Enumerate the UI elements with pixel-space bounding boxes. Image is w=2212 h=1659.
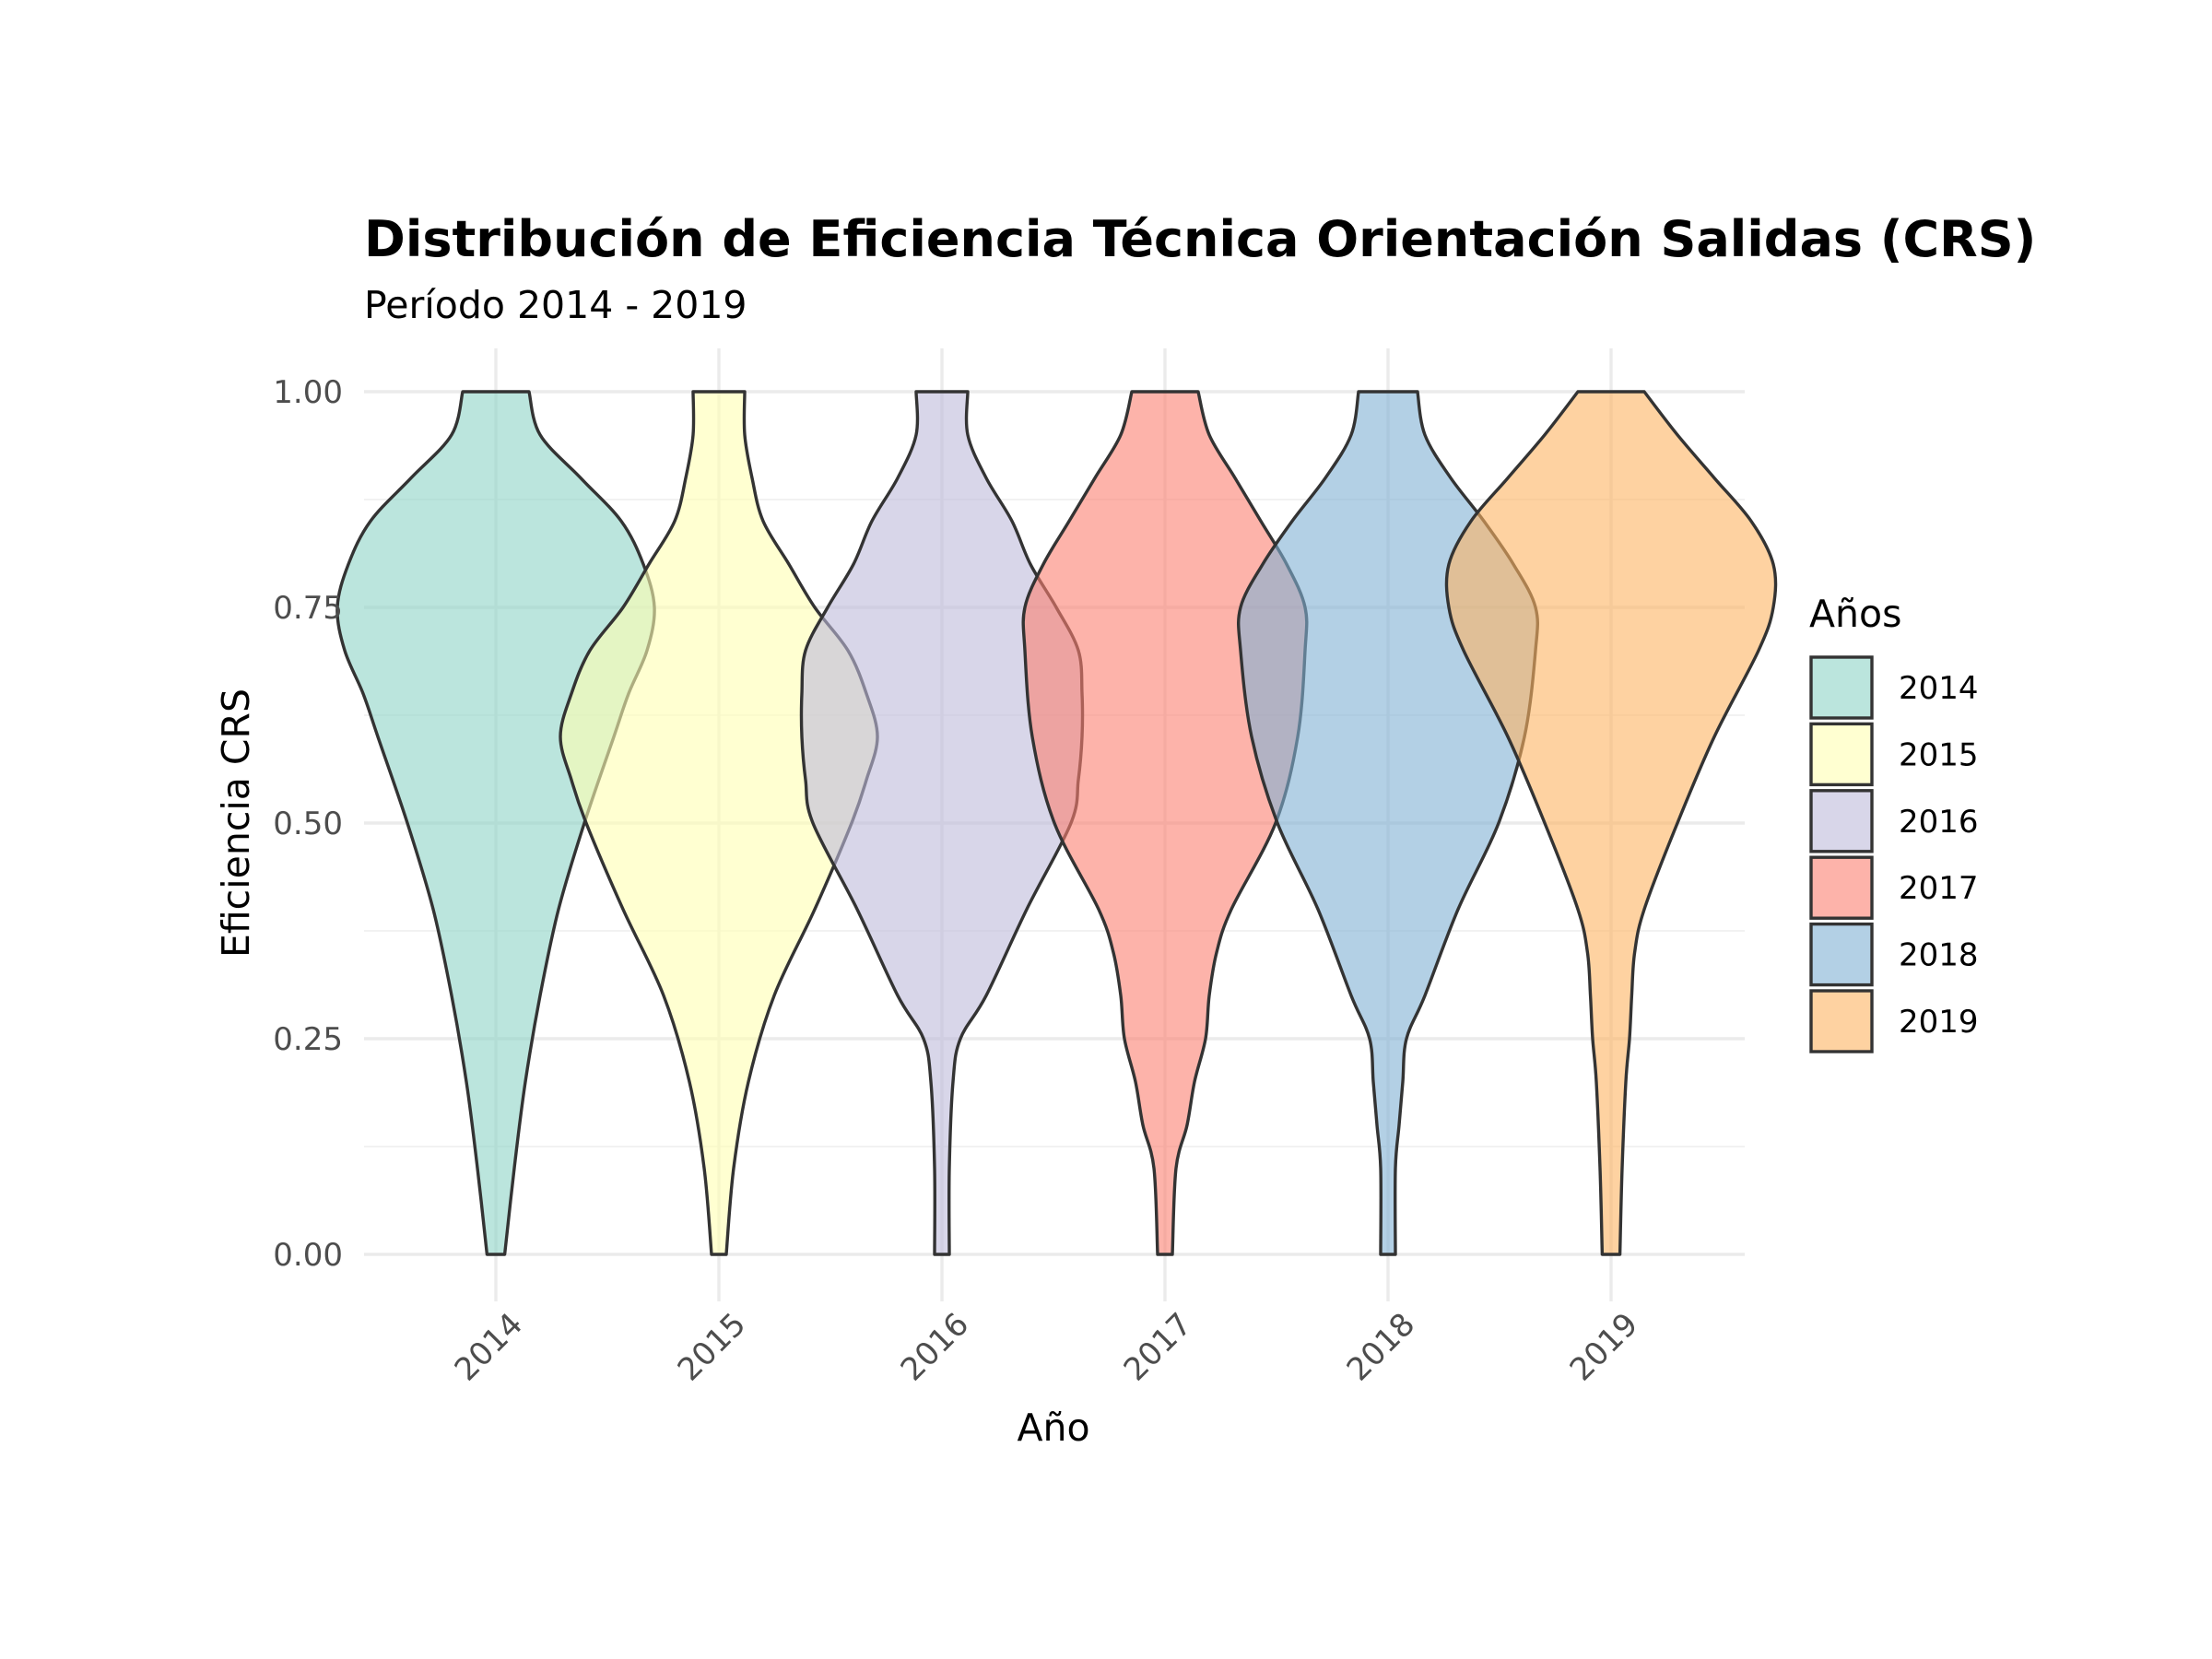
x-tick-label: 2015 [671, 1306, 753, 1388]
x-tick-label: 2017 [1117, 1306, 1199, 1388]
legend-label: 2016 [1899, 804, 1979, 841]
y-axis-title: Eficiencia CRS [214, 688, 258, 958]
x-tick-label: 2018 [1340, 1306, 1422, 1388]
violin-2015 [559, 390, 879, 1256]
legend-key-2015 [1809, 722, 1874, 787]
legend-label: 2019 [1899, 1004, 1979, 1041]
y-tick-label: 0.75 [273, 590, 343, 627]
legend-label: 2014 [1899, 670, 1979, 707]
legend: Años 2014 2015 2016 2017 2018 2019 [1809, 592, 1979, 1053]
violin-2016 [799, 390, 1085, 1256]
violin-2014 [335, 390, 656, 1256]
violin-2017 [1021, 390, 1309, 1256]
y-tick-label: 0.50 [273, 806, 343, 842]
legend-label: 2017 [1899, 870, 1979, 907]
legend-key-2019 [1809, 989, 1874, 1053]
x-tick-label: 2016 [894, 1306, 976, 1388]
violin-layer [335, 390, 1778, 1256]
legend-title: Años [1809, 592, 1901, 636]
x-axis-title: Año [1017, 1406, 1089, 1450]
legend-key-2014 [1809, 655, 1874, 720]
chart-subtitle: Período 2014 - 2019 [364, 283, 747, 327]
y-tick-labels: 0.00 0.25 0.50 0.75 1.00 [273, 374, 343, 1274]
legend-label: 2018 [1899, 937, 1979, 974]
legend-key-2017 [1809, 855, 1874, 920]
y-tick-label: 0.00 [273, 1237, 343, 1274]
y-tick-label: 1.00 [273, 374, 343, 411]
y-tick-label: 0.25 [273, 1021, 343, 1058]
legend-key-2016 [1809, 789, 1874, 853]
legend-label: 2015 [1899, 736, 1979, 773]
legend-key-2018 [1809, 922, 1874, 987]
x-tick-label: 2014 [448, 1306, 530, 1388]
violin-2019 [1444, 390, 1778, 1256]
x-tick-labels: 2014 2015 2016 2017 2018 2019 [448, 1306, 1645, 1388]
x-tick-label: 2019 [1563, 1306, 1645, 1388]
chart-title: Distribución de Eficiencia Técnica Orien… [364, 210, 2036, 268]
